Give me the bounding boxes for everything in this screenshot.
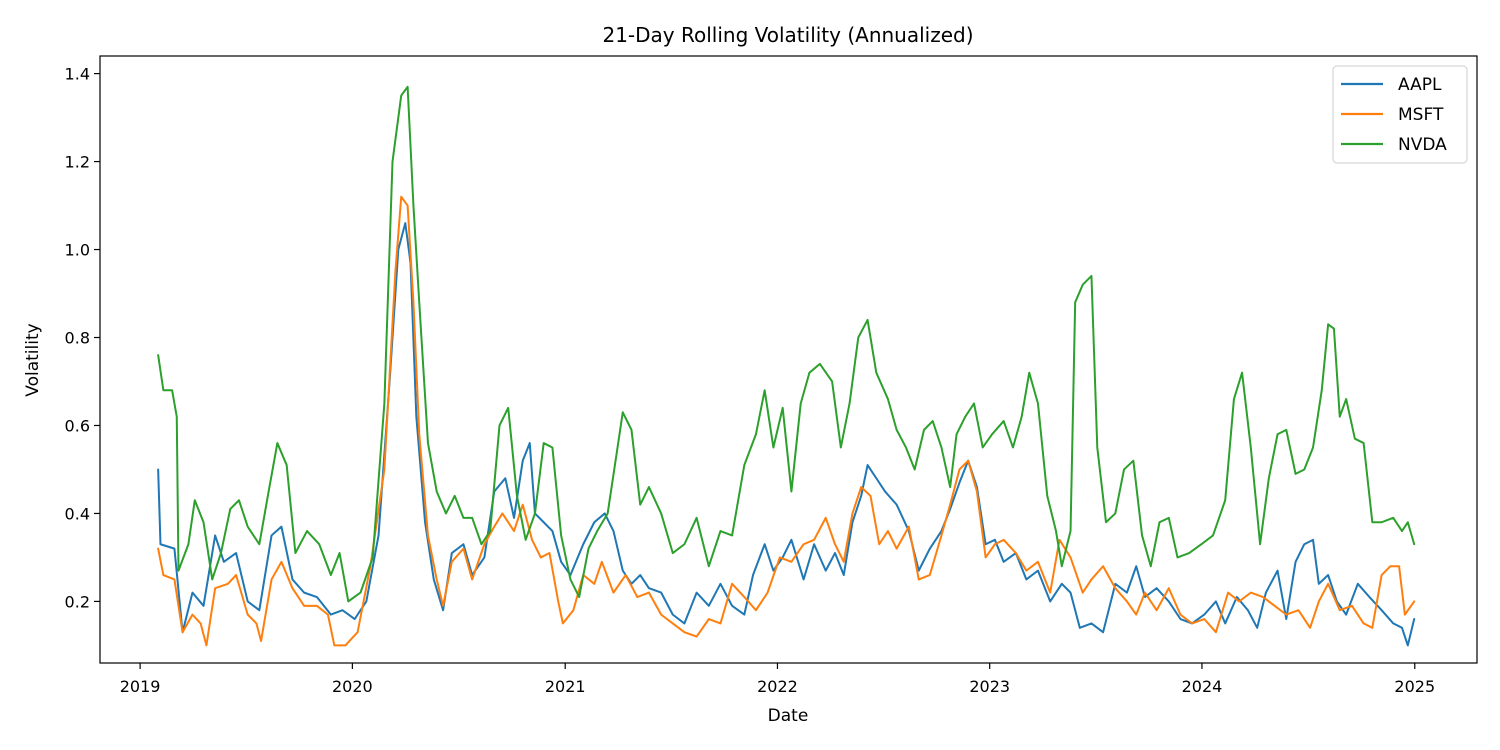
series-layer [157, 85, 1416, 647]
y-tick-label: 1.2 [65, 153, 90, 172]
y-tick-label: 0.2 [65, 592, 90, 611]
y-tick-label: 0.6 [65, 416, 90, 435]
legend-label-msft: MSFT [1398, 105, 1444, 125]
legend: AAPL MSFT NVDA [1332, 65, 1468, 164]
y-axis-label: Volatility [23, 323, 43, 396]
series-line-nvda [157, 85, 1416, 603]
legend-box [1332, 65, 1468, 164]
x-tick-label: 2019 [120, 677, 161, 696]
y-tick-label: 1.0 [65, 241, 90, 260]
x-axis-label: Date [768, 706, 809, 726]
x-tick-label: 2022 [757, 677, 798, 696]
y-tick-label: 0.4 [65, 504, 90, 523]
x-tick-label: 2025 [1394, 677, 1435, 696]
x-tick-label: 2021 [545, 677, 586, 696]
legend-entries: AAPL MSFT NVDA [1341, 75, 1447, 155]
legend-label-nvda: NVDA [1398, 135, 1447, 155]
y-tick-label: 1.4 [65, 65, 90, 84]
chart-title: 21-Day Rolling Volatility (Annualized) [602, 23, 973, 47]
x-tick-label: 2024 [1182, 677, 1223, 696]
series-line-msft [157, 195, 1416, 647]
x-tick-label: 2020 [332, 677, 373, 696]
y-tick-label: 0.8 [65, 329, 90, 348]
legend-label-aapl: AAPL [1398, 75, 1442, 95]
plot-frame [99, 55, 1478, 664]
y-axis: 0.2 0.4 0.6 0.8 1.0 1.2 1.4 [65, 65, 100, 611]
x-tick-label: 2023 [969, 677, 1010, 696]
x-axis: 2019 2020 2021 2022 2023 2024 2025 [120, 663, 1435, 696]
plot-area [99, 55, 1478, 664]
